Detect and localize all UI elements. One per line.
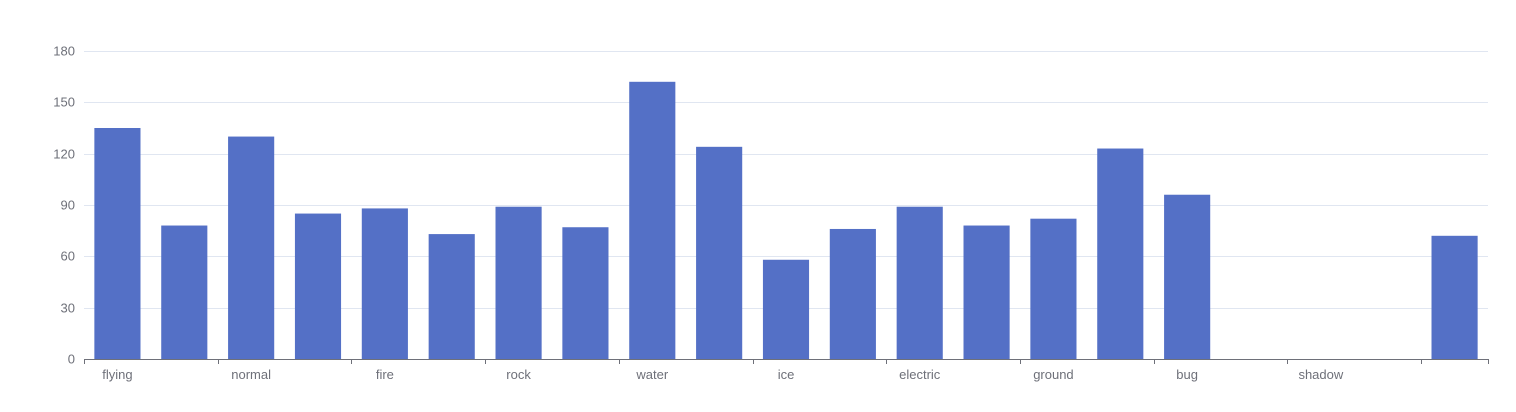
bar-3[interactable]	[294, 213, 342, 359]
bar-14[interactable]	[1030, 218, 1077, 359]
bar-4[interactable]	[361, 208, 408, 359]
y-tick-label-120: 120	[53, 147, 75, 162]
x-tick-label-ground: ground	[1033, 367, 1073, 382]
bar-7[interactable]	[562, 227, 609, 359]
x-tick-label-fire: fire	[376, 367, 394, 382]
y-tick-label-90: 90	[61, 198, 75, 213]
x-axis-tick-labels: flying normal fire rock water ice electric grou…	[102, 367, 1344, 382]
bar-13[interactable]	[963, 225, 1010, 359]
bar-9[interactable]	[696, 146, 743, 359]
y-tick-label-180: 180	[53, 44, 75, 59]
y-axis-tick-labels: 0 30 60 90 120 150 180	[53, 44, 75, 367]
bars	[94, 81, 1478, 360]
bar-0[interactable]	[94, 128, 141, 359]
bar-8[interactable]	[629, 81, 676, 360]
x-tick-label-ice: ice	[778, 367, 795, 382]
y-tick-label-0: 0	[68, 352, 75, 367]
bar-2[interactable]	[228, 136, 275, 359]
bar-6[interactable]	[495, 206, 542, 359]
bar-15[interactable]	[1097, 148, 1144, 359]
bar-10[interactable]	[762, 259, 810, 359]
bar-12[interactable]	[896, 206, 943, 359]
x-tick-label-shadow: shadow	[1298, 367, 1343, 382]
x-tick-label-electric: electric	[899, 367, 941, 382]
x-tick-label-water: water	[635, 367, 668, 382]
x-tick-label-flying: flying	[102, 367, 132, 382]
axes	[84, 359, 1489, 364]
y-tick-label-30: 30	[61, 301, 75, 316]
y-tick-label-150: 150	[53, 95, 75, 110]
bar-5[interactable]	[428, 234, 475, 359]
bar-20[interactable]	[1431, 235, 1478, 359]
x-tick-label-bug: bug	[1176, 367, 1198, 382]
bar-16[interactable]	[1164, 194, 1211, 359]
x-tick-label-rock: rock	[506, 367, 531, 382]
y-tick-label-60: 60	[61, 249, 75, 264]
bar-1[interactable]	[161, 225, 208, 359]
bar-11[interactable]	[829, 228, 876, 359]
x-tick-label-normal: normal	[231, 367, 271, 382]
